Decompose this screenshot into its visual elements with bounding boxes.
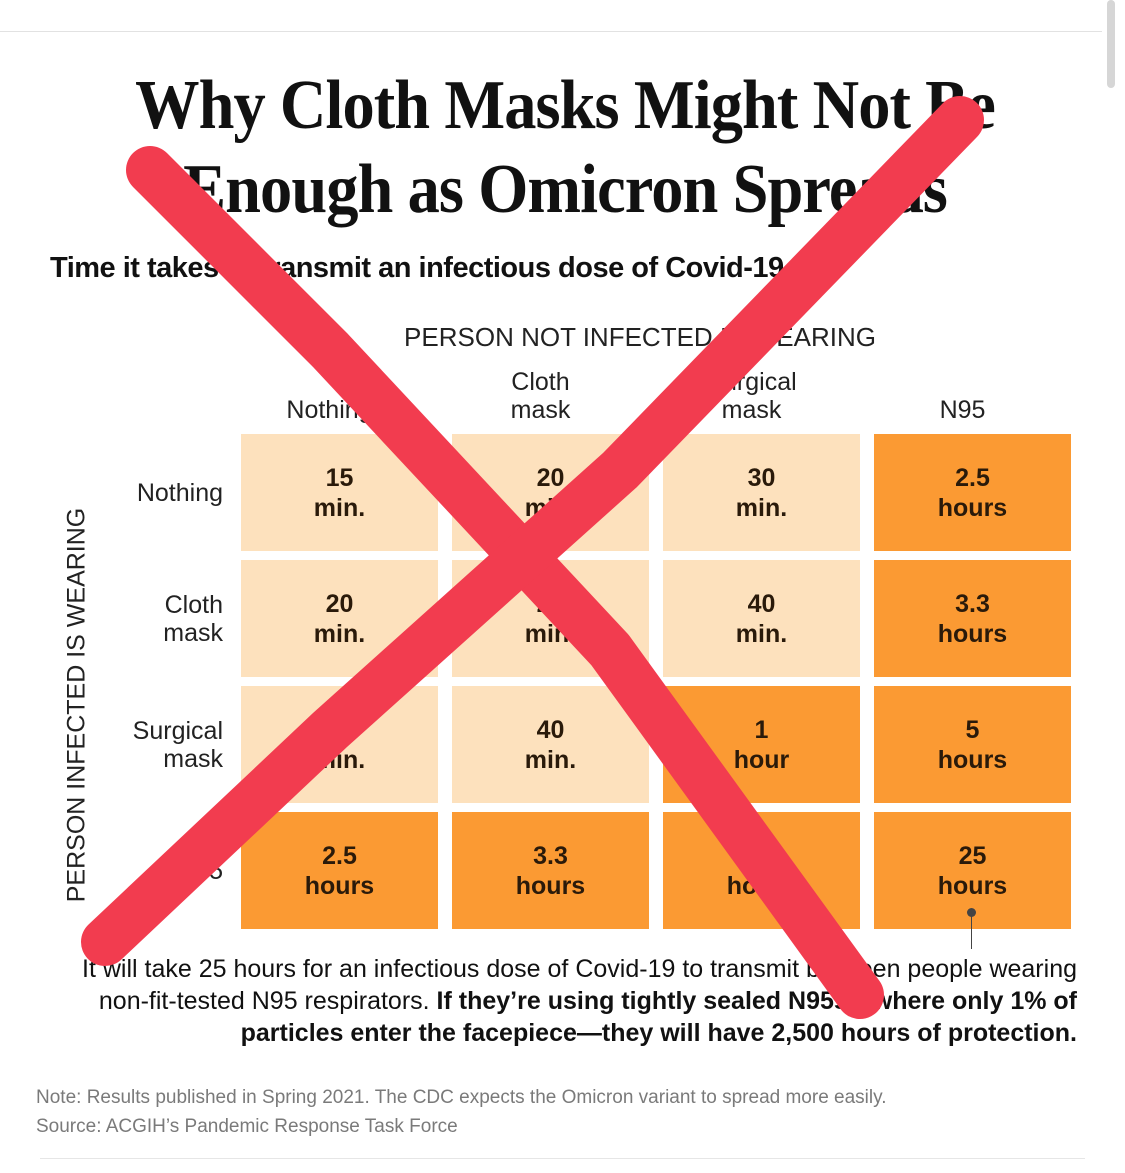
annotation-pointer-line xyxy=(971,913,972,949)
matrix-cell: 40 min. xyxy=(452,686,649,803)
matrix-cell: 30 min. xyxy=(241,686,438,803)
column-header: Nothing xyxy=(286,396,373,424)
matrix-cell: 1 hour xyxy=(663,686,860,803)
bottom-divider xyxy=(40,1158,1085,1159)
column-group-label: PERSON NOT INFECTED IS WEARING xyxy=(404,322,876,352)
row-header: Cloth mask xyxy=(163,590,223,647)
top-divider xyxy=(0,31,1102,32)
matrix-cell: 27 min. xyxy=(452,560,649,677)
annotation-text: It will take 25 hours for an infectious … xyxy=(77,953,1077,1049)
column-header: Cloth mask xyxy=(510,368,571,424)
matrix-cell: 5 hours xyxy=(663,812,860,929)
matrix-cell: 3.3 hours xyxy=(874,560,1071,677)
matrix-cell: 3.3 hours xyxy=(452,812,649,929)
note-text: Note: Results published in Spring 2021. … xyxy=(36,1087,887,1108)
matrix-cell: 2.5 hours xyxy=(241,812,438,929)
matrix-cell: 20 min. xyxy=(452,434,649,551)
row-header: Nothing xyxy=(136,478,223,507)
matrix-cell: 2.5 hours xyxy=(874,434,1071,551)
chart-subtitle: Time it takes to transmit an infectious … xyxy=(50,252,784,284)
matrix-cell: 5 hours xyxy=(874,686,1071,803)
row-header: N95 xyxy=(177,856,223,885)
scrollbar-thumb[interactable] xyxy=(1107,0,1115,88)
source-text: Source: ACGIH’s Pandemic Response Task F… xyxy=(36,1116,458,1137)
chart-title: Why Cloth Masks Might Not Be Enough as O… xyxy=(135,67,996,228)
matrix-cell: 30 min. xyxy=(663,434,860,551)
matrix-cell: 40 min. xyxy=(663,560,860,677)
column-header: N95 xyxy=(939,396,986,424)
matrix-cell: 15 min. xyxy=(241,434,438,551)
column-header: Surgical mask xyxy=(706,368,797,424)
row-group-label: PERSON INFECTED IS WEARING xyxy=(62,507,91,903)
matrix-cell: 20 min. xyxy=(241,560,438,677)
footnote: Note: Results published in Spring 2021. … xyxy=(36,1083,887,1141)
row-header: Surgical mask xyxy=(132,716,223,773)
